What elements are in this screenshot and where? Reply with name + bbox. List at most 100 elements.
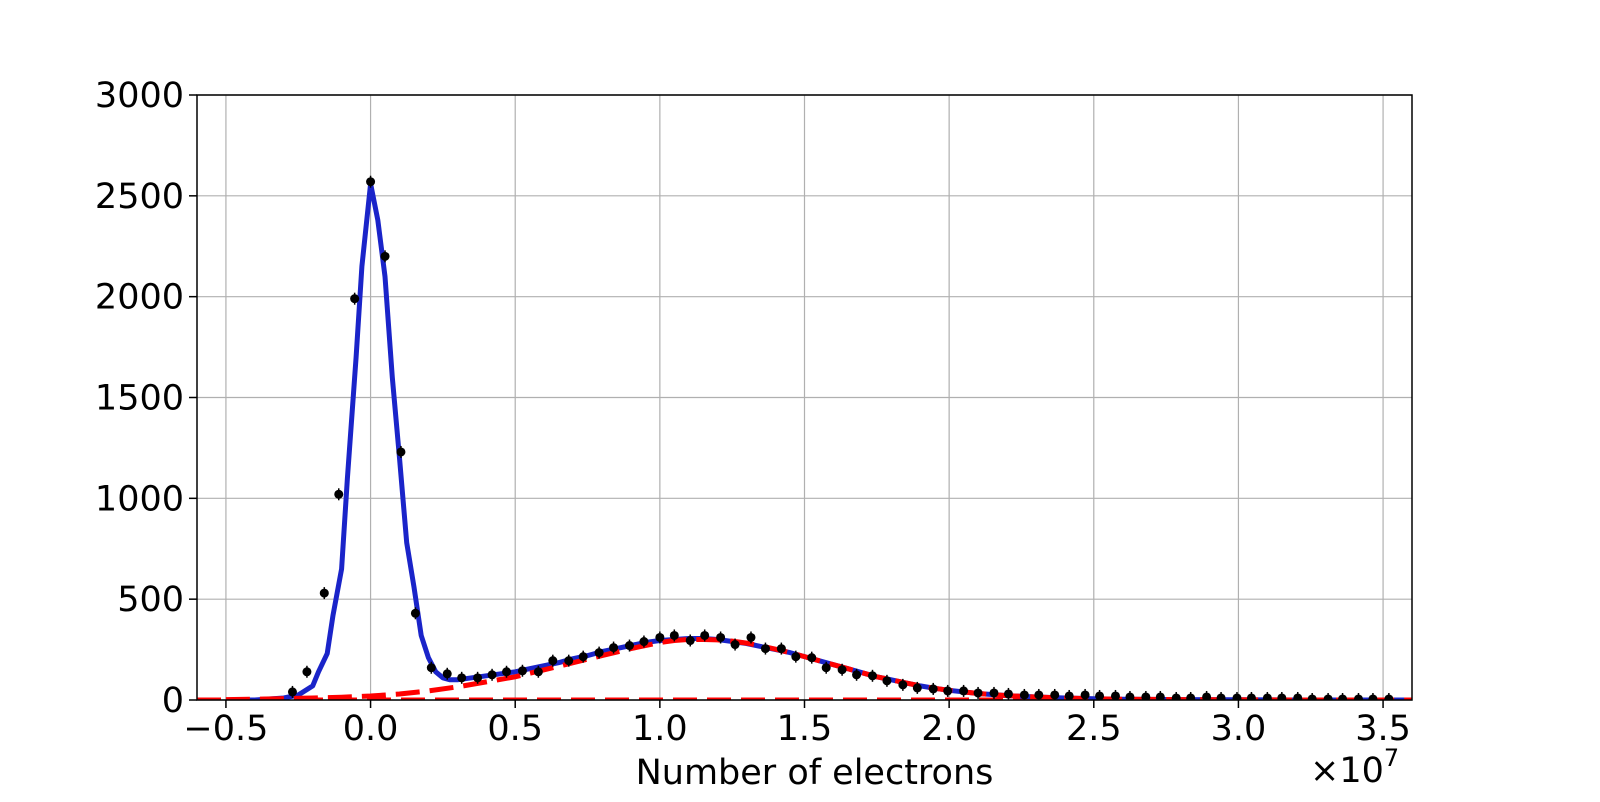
data-point (457, 673, 467, 683)
data-point (1080, 690, 1090, 700)
data-point (1186, 693, 1196, 700)
plot-series (197, 175, 1412, 700)
data-point (426, 663, 436, 673)
x-tick-label: 3.0 (1211, 709, 1267, 749)
data-point (1125, 692, 1135, 700)
data-point (959, 686, 969, 696)
data-point (791, 652, 801, 662)
data-point (867, 671, 877, 681)
data-point (1323, 694, 1333, 700)
data-point (685, 636, 695, 646)
y-tick-label: 3000 (95, 76, 184, 116)
data-point (287, 687, 297, 697)
total-fit-line (225, 181, 1412, 700)
data-point (1232, 693, 1242, 700)
data-point (334, 489, 344, 499)
data-point (578, 652, 588, 662)
x-axis-offset-exponent: 7 (1384, 744, 1399, 772)
signal-fit-dashed-line (225, 637, 1412, 700)
x-axis-label: Number of electrons (636, 753, 994, 793)
x-tick-label: 3.5 (1355, 709, 1411, 749)
data-point (1293, 693, 1303, 700)
data-point (487, 670, 497, 680)
x-axis-ticks: −0.5 0.0 0.5 1.0 1.5 2.0 2.5 3.0 3.5 (183, 700, 1411, 749)
x-tick-label: −0.5 (183, 709, 268, 749)
data-point (928, 684, 938, 694)
data-point (776, 644, 786, 654)
data-point (1246, 693, 1256, 700)
data-point (1019, 690, 1029, 700)
data-point (350, 294, 360, 304)
data-point (410, 608, 420, 618)
data-point (852, 670, 862, 680)
data-point (624, 641, 634, 651)
data-point (1050, 690, 1060, 700)
data-point (1216, 693, 1226, 700)
data-point (669, 630, 679, 640)
data-point (396, 447, 406, 457)
data-point (517, 666, 527, 676)
data-point (380, 251, 390, 261)
data-point (989, 688, 999, 698)
data-point (1368, 694, 1378, 700)
data-point (716, 632, 726, 642)
x-tick-label: 1.0 (632, 709, 688, 749)
data-point (1262, 693, 1272, 700)
data-point (1064, 691, 1074, 700)
data-point (821, 663, 831, 673)
data-point (548, 656, 558, 666)
data-point (746, 632, 756, 642)
x-tick-label: 2.5 (1066, 709, 1122, 749)
y-axis-ticks: 0 500 1000 1500 2000 2500 3000 (95, 76, 197, 721)
data-point (898, 680, 908, 690)
data-point (1338, 694, 1348, 700)
data-point (760, 644, 770, 654)
y-tick-label: 500 (117, 580, 184, 620)
data-point (609, 643, 619, 653)
x-tick-label: 0.0 (343, 709, 399, 749)
data-point (837, 665, 847, 675)
data-point (973, 688, 983, 698)
data-point (319, 588, 329, 598)
data-point (639, 637, 649, 647)
data-point (1353, 694, 1363, 700)
data-point (366, 177, 376, 187)
data-point (1155, 692, 1165, 700)
data-point (1171, 693, 1181, 700)
data-point (594, 648, 604, 658)
y-tick-label: 2500 (95, 177, 184, 217)
data-point (502, 667, 512, 677)
data-point (700, 630, 710, 640)
y-tick-label: 1500 (95, 379, 184, 419)
data-point (442, 669, 452, 679)
data-point (1095, 691, 1105, 700)
data-point (655, 632, 665, 642)
data-point (807, 653, 817, 663)
data-point (1003, 689, 1013, 699)
y-tick-label: 0 (162, 681, 184, 721)
data-point (943, 686, 953, 696)
y-tick-label: 1000 (95, 479, 184, 519)
data-point (473, 673, 483, 683)
data-point (302, 667, 312, 677)
data-point (564, 656, 574, 666)
x-axis-offset-base: ×10 (1310, 751, 1384, 791)
data-point (533, 667, 543, 677)
data-point (1384, 694, 1394, 700)
data-point (1110, 691, 1120, 700)
data-point (1141, 692, 1151, 700)
data-point (912, 683, 922, 693)
data-point (1277, 693, 1287, 700)
data-point (1307, 694, 1317, 700)
data-point (730, 640, 740, 650)
x-tick-label: 0.5 (487, 709, 543, 749)
x-axis-offset-label: ×107 (1310, 744, 1399, 791)
data-point (1202, 692, 1212, 700)
grid-lines (197, 94, 1412, 701)
x-tick-label: 2.0 (921, 709, 977, 749)
data-point (1034, 690, 1044, 700)
y-tick-label: 2000 (95, 278, 184, 318)
x-tick-label: 1.5 (777, 709, 833, 749)
data-point (882, 676, 892, 686)
